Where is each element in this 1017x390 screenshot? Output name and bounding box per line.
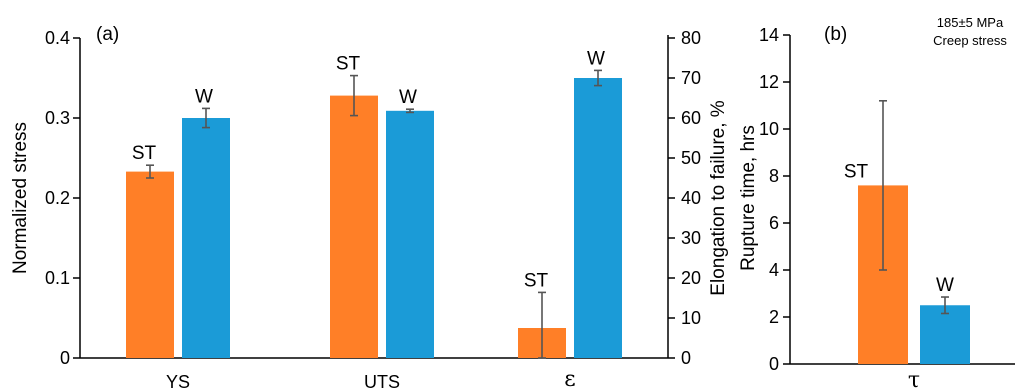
panel-b-y-ticks: 0 2 4 6 8 10 12 14	[759, 25, 790, 374]
panel-b-label: (b)	[824, 24, 847, 45]
b-tick-label: 2	[769, 307, 779, 327]
bar-st-0	[126, 171, 174, 358]
bar-label-w: W	[936, 275, 954, 296]
bar-w-0	[182, 118, 230, 358]
panel-b-y-axis-label: Rupture time, hrs	[738, 125, 759, 271]
bar-label-w: W	[399, 87, 417, 108]
panel-b-annotation-line-1: 185±5 MPa	[937, 15, 1004, 30]
category-label-1: UTS	[364, 372, 400, 390]
category-label-tau: τ	[908, 368, 920, 390]
right-tick-label: 60	[681, 108, 701, 128]
bar-w-1	[386, 110, 434, 358]
panel-a-left-ticks: 0 0.1 0.2 0.3 0.4	[45, 28, 80, 368]
left-tick-label: 0.4	[45, 28, 70, 48]
bar-st-1	[330, 95, 378, 358]
panel-b: (b) 185±5 MPa Creep stress Rupture time,…	[738, 15, 1015, 390]
category-label-2: ε	[564, 367, 575, 390]
panel-a: (a) Normalized stress Elongation to fail…	[10, 24, 729, 390]
b-tick-label: 6	[769, 213, 779, 233]
b-tick-label: 0	[769, 354, 779, 374]
right-tick-label: 50	[681, 148, 701, 168]
panel-a-left-axis-label: Normalized stress	[10, 122, 31, 274]
right-tick-label: 0	[681, 348, 691, 368]
left-tick-label: 0.1	[45, 268, 70, 288]
right-tick-label: 20	[681, 268, 701, 288]
panel-a-right-ticks: 0 10 20 30 40 50 60 70 80	[668, 28, 701, 368]
left-tick-label: 0.3	[45, 108, 70, 128]
b-tick-label: 8	[769, 166, 779, 186]
panel-b-annotation-line-2: Creep stress	[933, 33, 1007, 48]
panel-a-right-axis-label: Elongation to failure, %	[708, 100, 729, 296]
right-tick-label: 30	[681, 228, 701, 248]
bar-label-st: ST	[844, 161, 869, 182]
panel-a-label: (a)	[96, 24, 119, 45]
bar-w-tau	[920, 305, 970, 364]
left-tick-label: 0.2	[45, 188, 70, 208]
right-tick-label: 70	[681, 68, 701, 88]
category-label-0: YS	[166, 372, 190, 390]
panel-a-bars: ST W ST W ST W	[126, 48, 622, 359]
b-tick-label: 10	[759, 119, 779, 139]
panel-b-bars: ST W	[844, 100, 970, 364]
b-tick-label: 12	[759, 72, 779, 92]
bar-label-st: ST	[524, 270, 549, 291]
right-tick-label: 40	[681, 188, 701, 208]
bar-label-st: ST	[132, 143, 157, 164]
left-tick-label: 0	[60, 348, 70, 368]
bar-label-w: W	[195, 86, 213, 107]
b-tick-label: 14	[759, 25, 779, 45]
bar-label-w: W	[587, 48, 605, 69]
right-tick-label: 10	[681, 308, 701, 328]
right-tick-label: 80	[681, 28, 701, 48]
panel-a-category-labels: YS UTS ε	[166, 367, 576, 390]
bar-w-2	[574, 78, 622, 358]
b-tick-label: 4	[769, 260, 779, 280]
panel-b-category-labels: τ	[908, 368, 920, 390]
bar-label-st: ST	[336, 54, 361, 75]
